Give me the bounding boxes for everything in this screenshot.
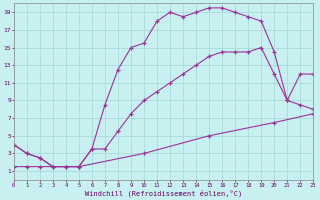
X-axis label: Windchill (Refroidissement éolien,°C): Windchill (Refroidissement éolien,°C) bbox=[85, 189, 242, 197]
